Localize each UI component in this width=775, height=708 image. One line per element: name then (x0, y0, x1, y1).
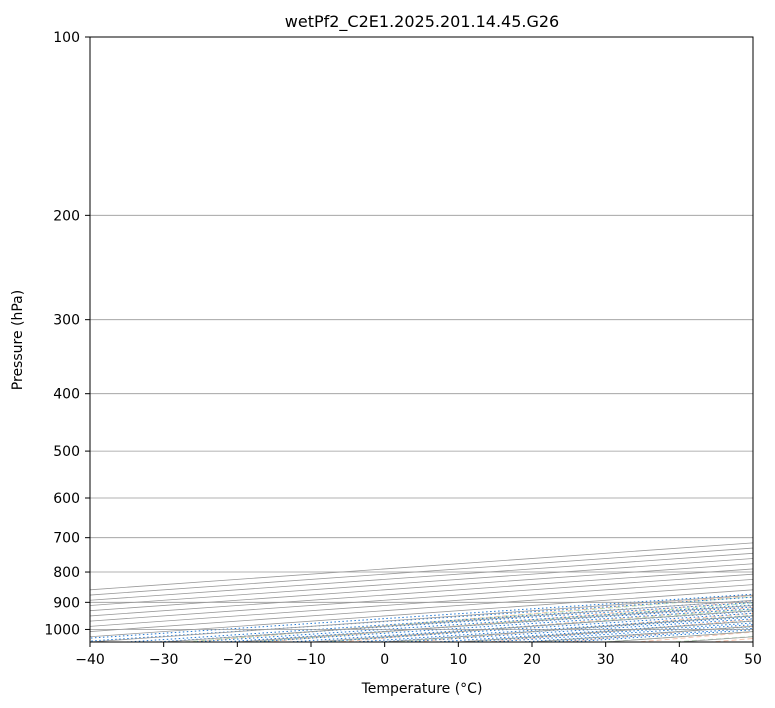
x-tick-label: −30 (149, 652, 179, 668)
isotherm (384, 615, 753, 642)
moist-adiabat (664, 636, 753, 642)
mixing-ratio-line (568, 629, 753, 642)
moist-adiabat (386, 614, 753, 642)
y-tick-label: 400 (53, 387, 80, 403)
isotherm (90, 594, 753, 642)
x-tick-label: 20 (523, 652, 541, 668)
isotherm (752, 641, 753, 642)
dry-adiabat (556, 625, 753, 642)
isotherm (90, 547, 753, 596)
y-tick-label: 900 (53, 595, 80, 611)
isotherm (90, 589, 753, 638)
isotherm (679, 636, 753, 642)
y-axis-label: Pressure (hPa) (10, 290, 26, 390)
isotherm (90, 552, 753, 601)
isotherm (237, 605, 753, 642)
y-tick-label: 1000 (44, 622, 80, 638)
chart-title: wetPf2_C2E1.2025.201.14.45.G26 (285, 12, 559, 32)
isotherm (90, 578, 753, 627)
x-tick-label: −40 (75, 652, 105, 668)
isotherm (531, 625, 753, 642)
dry-adiabat (759, 37, 775, 644)
x-axis-label: Temperature (°C) (361, 681, 483, 697)
moist-adiabat (525, 625, 753, 642)
y-tick-label: 500 (53, 444, 80, 460)
dry-adiabat (406, 612, 753, 642)
y-tick-label: 800 (53, 565, 80, 581)
moist-adiabat (247, 602, 753, 642)
isotherm (90, 563, 753, 612)
moist-adiabat (316, 608, 753, 642)
dry-adiabat (481, 618, 753, 642)
y-tick-label: 700 (53, 531, 80, 547)
dry-adiabat (257, 600, 753, 642)
y-tick-label: 300 (53, 313, 80, 329)
x-tick-label: 40 (670, 652, 688, 668)
moist-adiabat (594, 631, 753, 642)
isotherm (90, 558, 753, 606)
plot-frame (89, 36, 754, 643)
x-tick-label: 0 (380, 652, 389, 668)
isotherm (90, 573, 753, 622)
dry-adiabat (332, 606, 753, 642)
x-tick-label: 10 (449, 652, 467, 668)
x-tick-label: 50 (744, 652, 762, 668)
y-tick-label: 600 (53, 491, 80, 507)
y-tick-label: 200 (53, 208, 80, 224)
isotherm (90, 584, 753, 632)
dry-adiabat (705, 637, 753, 642)
isotherm (163, 599, 753, 642)
isotherm (90, 568, 753, 617)
isotherm (90, 542, 753, 591)
mixing-ratio-line (546, 627, 753, 642)
mixing-ratio-line (156, 602, 753, 642)
x-tick-label: 30 (597, 652, 615, 668)
x-tick-label: −20 (223, 652, 253, 668)
x-tick-label: −10 (296, 652, 326, 668)
isotherm (458, 620, 753, 642)
y-tick-label: 100 (53, 30, 80, 46)
mixing-ratio-line (90, 593, 753, 639)
